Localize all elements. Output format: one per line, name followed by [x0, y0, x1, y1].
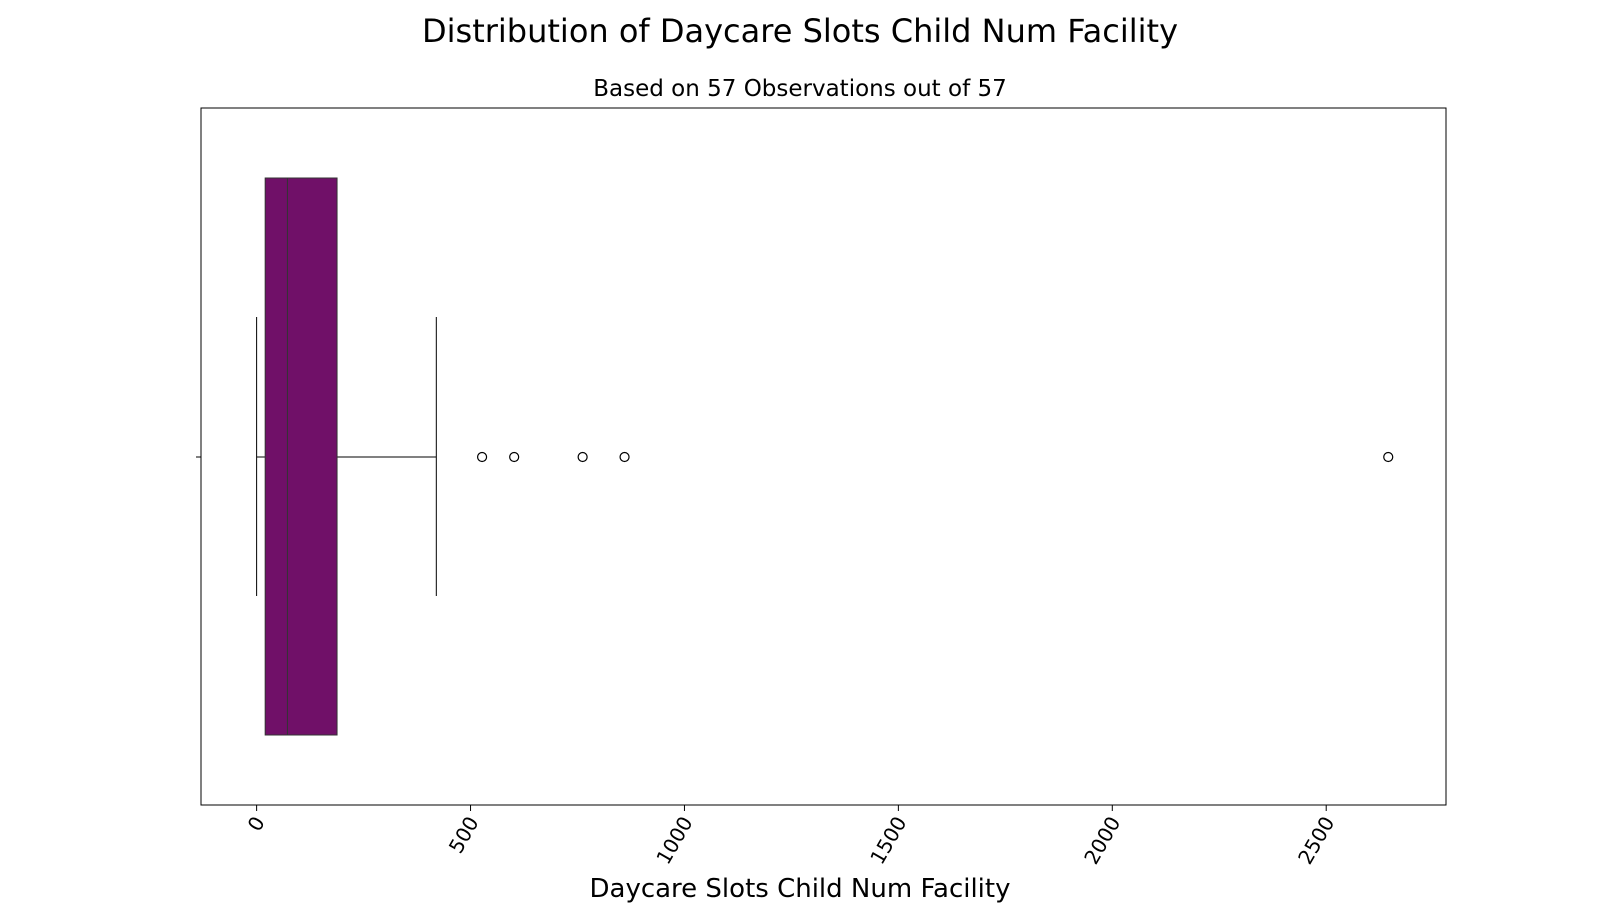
- x-tick-label: 2500: [1293, 812, 1339, 868]
- x-tick-label: 2000: [1079, 812, 1125, 868]
- outlier-point: [577, 451, 588, 463]
- chart-title: Distribution of Daycare Slots Child Num …: [421, 12, 1179, 50]
- outlier-point: [1383, 451, 1394, 463]
- x-tick-label: 1500: [865, 812, 911, 868]
- x-axis-label: Daycare Slots Child Num Facility: [589, 874, 1011, 904]
- outlier-point: [509, 451, 520, 463]
- outlier-point: [619, 451, 630, 463]
- chart-subtitle: Based on 57 Observations out of 57: [593, 76, 1007, 102]
- x-tick-label: 500: [444, 812, 484, 857]
- iqr-box: [264, 177, 338, 736]
- outlier-point: [476, 451, 488, 463]
- plot-area: 0 500 1000 1500 2000 2500: [196, 107, 1447, 868]
- x-tick-label: 1000: [651, 812, 697, 868]
- x-tick-label: 0: [243, 812, 270, 835]
